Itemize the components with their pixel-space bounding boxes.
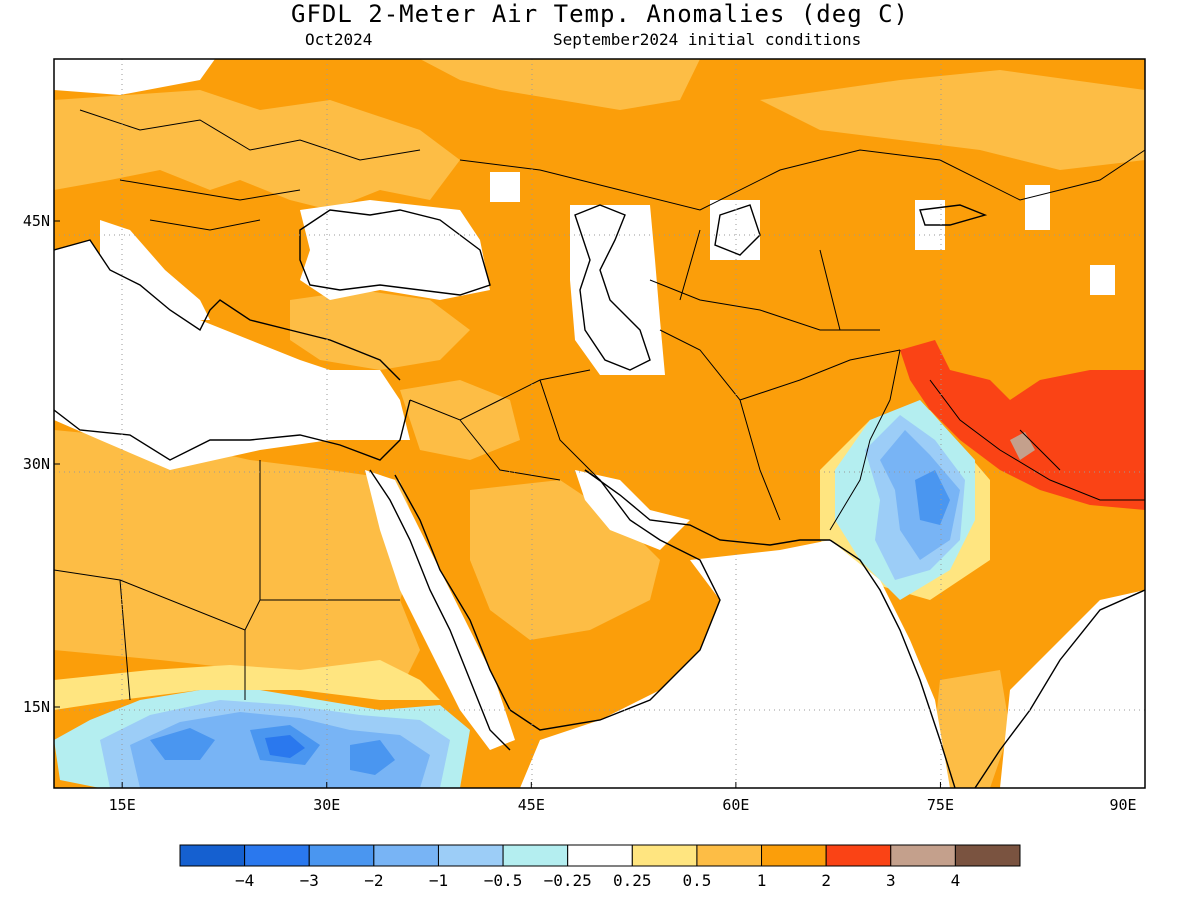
colorbar-bin (567, 844, 633, 867)
coastlines (54, 204, 1145, 788)
y-tick-label: 30N (23, 455, 50, 473)
colorbar-bin (373, 844, 439, 867)
coast-india-east (974, 589, 1145, 788)
x-tick-label: 15E (109, 796, 136, 814)
x-tick-label: 75E (927, 796, 954, 814)
coast-black-sea (299, 209, 491, 296)
region-cool-3-4-sahel (265, 735, 305, 758)
colorbar-bin (761, 844, 827, 867)
forecast-month: Oct2024 (305, 30, 373, 49)
border-africa (54, 460, 400, 701)
colorbar-bin (825, 844, 892, 867)
colorbar-bin (890, 844, 956, 867)
region-neutral-adriatic-italy (100, 220, 210, 320)
colorbar-bin (631, 844, 698, 867)
colorbar-label: −0.5 (484, 871, 523, 890)
region-warm-05-1-russia (420, 59, 700, 110)
region-warm-05-1-sahara (54, 430, 420, 690)
initial-conditions-note: September2024 initial conditions (553, 30, 862, 49)
coast-india-west (829, 539, 956, 788)
coast-med-south (54, 399, 411, 461)
plot-frame (53, 58, 1146, 789)
colorbar-label: 2 (821, 871, 831, 890)
map-title: GFDL 2-Meter Air Temp. Anomalies (deg C) (291, 0, 909, 28)
y-tick-label: 45N (23, 212, 50, 230)
colorbar-label: 3 (886, 871, 896, 890)
colorbar-bin (437, 844, 504, 867)
region-hot-2-3-tibet (900, 340, 1145, 510)
y-axis: 45N 30N 15N (23, 212, 60, 716)
border-iran-afghan (659, 329, 901, 521)
border-middle-east (409, 369, 601, 481)
region-neutral-persian-gulf (575, 470, 690, 550)
region-neutral-patch-2 (1090, 265, 1115, 295)
colorbar-label: 0.5 (682, 871, 711, 890)
region-warm-025-05-sahel (54, 660, 440, 710)
colorbar-bin (244, 844, 310, 867)
gridlines (54, 59, 1145, 788)
coast-aral (714, 204, 761, 256)
colorbar: −4 −3 −2 −1 −0.5 −0.25 0.25 0.5 1 2 3 4 (179, 844, 1021, 890)
colorbar-label: −0.25 (544, 871, 592, 890)
border-central-asia (649, 229, 880, 331)
colorbar-bin (696, 844, 763, 867)
x-tick-label: 60E (722, 796, 749, 814)
region-neutral-black-sea (300, 200, 490, 300)
colorbar-bin (502, 844, 569, 867)
border-himalaya (929, 379, 1145, 501)
region-neutral-patch-1 (1025, 185, 1050, 230)
border-europe (79, 109, 421, 231)
borders (54, 109, 1145, 701)
coast-med-north (54, 239, 401, 381)
region-cool-2-3-indus (915, 470, 950, 525)
colorbar-label: 0.25 (613, 871, 652, 890)
border-india-pak (829, 349, 901, 531)
colorbar-label: 4 (951, 871, 961, 890)
colorbar-bin (954, 844, 1021, 867)
region-neutral-patch-3 (490, 172, 520, 202)
region-neutral-caspian (570, 205, 665, 375)
x-axis: 15E 30E 45E 60E 75E 90E (109, 782, 1146, 814)
region-neutral-bay-of-bengal (1000, 590, 1145, 788)
region-warm-05-1-anatolia (290, 290, 470, 370)
x-tick-label: 30E (313, 796, 340, 814)
region-warm-05-1-europe (54, 90, 460, 210)
colorbar-label: −1 (429, 871, 448, 890)
region-neutral-arabian-sea (520, 540, 950, 788)
colorbar-bin (308, 844, 375, 867)
coast-caspian (574, 204, 651, 371)
coast-balkhash (919, 204, 988, 226)
colorbar-label: −2 (364, 871, 383, 890)
region-warm-05-1-siberia (760, 70, 1145, 170)
border-russia-kazakh (459, 149, 1145, 211)
x-tick-label: 90E (1109, 796, 1136, 814)
coast-red-sea-west (369, 469, 511, 751)
y-tick-label: 15N (23, 698, 50, 716)
colorbar-label: 1 (757, 871, 767, 890)
coast-persian-gulf (584, 469, 830, 546)
x-tick-label: 45E (518, 796, 545, 814)
colorbar-label: −3 (300, 871, 319, 890)
region-neutral-north-europe (54, 59, 215, 95)
colorbar-bin (179, 844, 246, 867)
anomaly-field (54, 59, 1145, 788)
colorbar-label: −4 (235, 871, 254, 890)
region-warm-05-1-india (935, 670, 1010, 788)
